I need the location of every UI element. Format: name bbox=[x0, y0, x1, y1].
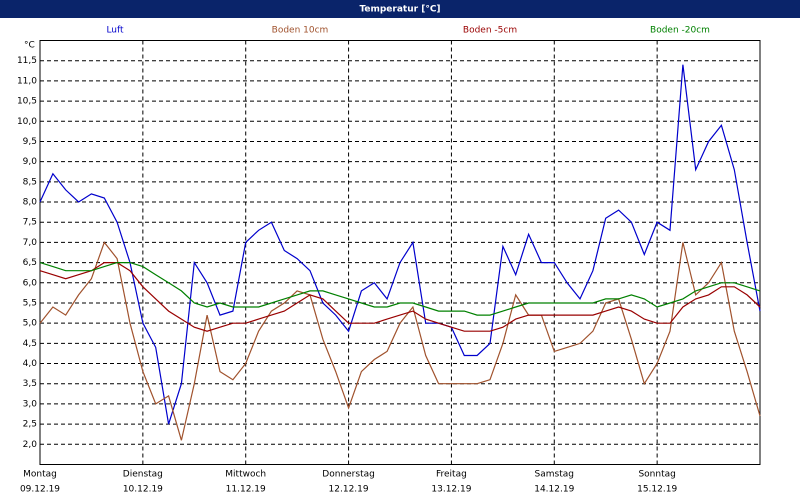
y-tick-label: 6,0 bbox=[23, 278, 38, 288]
plot-frame bbox=[39, 40, 761, 465]
legend-entry: Boden -5cm bbox=[463, 26, 517, 36]
x-tick-label: Montag bbox=[23, 470, 57, 480]
x-tick-date: 14.12.19 bbox=[534, 485, 574, 495]
data-line bbox=[39, 64, 761, 425]
chart-title: Temperatur [°C] bbox=[359, 5, 440, 15]
y-tick-label: 5,0 bbox=[23, 319, 38, 329]
y-tick-label: 3,0 bbox=[23, 399, 38, 409]
y-tick-label: 11,0 bbox=[17, 76, 37, 86]
x-tick-date: 12.12.19 bbox=[329, 485, 369, 495]
y-tick-label: 6,5 bbox=[23, 258, 37, 268]
legend-entry: Luft bbox=[106, 26, 124, 36]
data-line bbox=[39, 262, 761, 332]
x-tick-label: Sonntag bbox=[638, 470, 675, 480]
y-tick-label: 10,0 bbox=[17, 117, 37, 127]
x-tick-date: 11.12.19 bbox=[226, 485, 266, 495]
x-tick-label: Freitag bbox=[436, 470, 467, 480]
y-tick-label: 9,5 bbox=[23, 137, 37, 147]
title-bar bbox=[0, 0, 800, 18]
y-tick-label: 2,5 bbox=[23, 420, 37, 430]
y-tick-label: 11,5 bbox=[17, 56, 37, 66]
y-tick-label: 8,0 bbox=[23, 198, 38, 208]
y-tick-label: 8,5 bbox=[23, 177, 37, 187]
data-line bbox=[39, 241, 761, 441]
legend-entry: Boden -20cm bbox=[650, 26, 710, 36]
y-tick-label: 4,5 bbox=[23, 339, 37, 349]
y-tick-label: 5,5 bbox=[23, 298, 37, 308]
x-tick-date: 15.12.19 bbox=[637, 485, 677, 495]
x-tick-label: Dienstag bbox=[123, 470, 163, 480]
x-tick-date: 13.12.19 bbox=[431, 485, 471, 495]
x-tick-label: Samstag bbox=[535, 470, 574, 480]
y-unit: °C bbox=[24, 41, 35, 51]
y-tick-label: 4,0 bbox=[23, 359, 38, 369]
y-tick-label: 9,0 bbox=[23, 157, 38, 167]
y-tick-label: 10,5 bbox=[17, 97, 37, 107]
legend-entry: Boden 10cm bbox=[272, 26, 329, 36]
x-tick-date: 09.12.19 bbox=[20, 485, 60, 495]
y-tick-label: 7,5 bbox=[23, 218, 37, 228]
y-tick-label: 2,0 bbox=[23, 440, 38, 450]
y-tick-label: 7,0 bbox=[23, 238, 38, 248]
x-tick-label: Mittwoch bbox=[225, 470, 266, 480]
x-tick-date: 10.12.19 bbox=[123, 485, 163, 495]
x-tick-label: Donnerstag bbox=[322, 470, 375, 480]
y-tick-label: 3,5 bbox=[23, 379, 37, 389]
data-line bbox=[39, 262, 761, 316]
